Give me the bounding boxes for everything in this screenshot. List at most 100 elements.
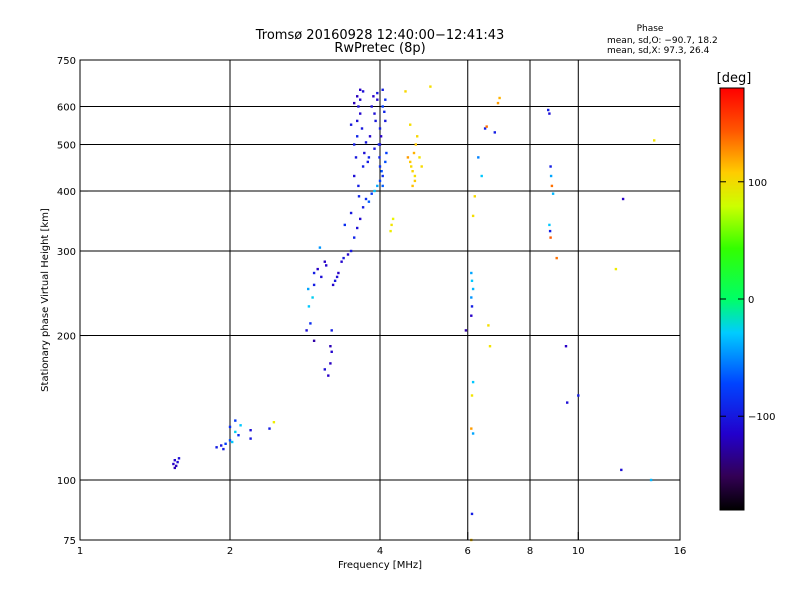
data-point xyxy=(311,296,314,299)
data-point xyxy=(349,123,353,126)
data-point xyxy=(410,165,413,168)
data-point xyxy=(356,226,359,230)
y-tick-label: 300 xyxy=(57,247,76,258)
data-point xyxy=(418,156,421,159)
x-axis-label: Frequency [MHz] xyxy=(338,560,422,571)
colorbar-tick-label: 100 xyxy=(748,178,767,189)
data-point xyxy=(549,174,553,178)
data-point xyxy=(548,112,551,115)
data-point xyxy=(390,223,393,227)
data-point xyxy=(416,135,419,138)
data-point xyxy=(323,368,326,371)
data-point xyxy=(367,156,371,159)
data-point xyxy=(404,90,407,93)
data-point xyxy=(470,305,474,308)
y-tick-label: 100 xyxy=(57,476,76,487)
data-point xyxy=(357,195,361,198)
data-point xyxy=(412,151,416,155)
data-point xyxy=(621,197,625,201)
data-point xyxy=(249,429,252,432)
data-point xyxy=(360,127,364,130)
data-point xyxy=(473,195,476,198)
axis-ticks: 1 2 4 6 8 10 16 75 100 200 300 400 500 600 750 xyxy=(57,56,686,557)
x-tick-label: 6 xyxy=(465,546,471,557)
x-tick-label: 16 xyxy=(674,546,687,557)
data-point xyxy=(373,147,376,150)
data-point xyxy=(487,324,490,327)
data-point xyxy=(307,287,310,291)
data-points xyxy=(172,85,656,542)
data-point xyxy=(215,446,218,449)
data-point xyxy=(406,156,410,159)
data-point xyxy=(354,156,358,159)
data-point xyxy=(411,184,414,188)
data-point xyxy=(272,421,276,424)
data-point xyxy=(374,119,377,123)
data-point xyxy=(372,95,375,98)
data-point xyxy=(378,127,382,130)
data-point xyxy=(470,512,474,516)
x-tick-label: 1 xyxy=(77,546,83,557)
data-point xyxy=(376,98,379,101)
data-point xyxy=(359,217,362,221)
data-point xyxy=(413,174,417,178)
data-point xyxy=(471,432,475,435)
data-point xyxy=(548,229,552,233)
y-tick-label: 600 xyxy=(57,103,76,114)
data-point xyxy=(380,170,383,173)
data-point xyxy=(470,279,474,282)
data-point xyxy=(470,296,473,299)
data-point xyxy=(370,105,373,108)
data-point xyxy=(391,217,395,221)
data-point xyxy=(373,189,376,193)
data-point xyxy=(353,174,356,178)
y-axis-label: Stationary phase Virtual Height [km] xyxy=(40,208,51,392)
data-point xyxy=(177,457,181,460)
data-point xyxy=(649,478,653,482)
data-point xyxy=(325,264,328,267)
data-point xyxy=(471,214,475,218)
data-point xyxy=(364,141,368,144)
data-point xyxy=(547,108,550,112)
data-point xyxy=(381,184,384,188)
colorbar-ticks: 100 0 −100 xyxy=(720,178,775,423)
colorbar-tick-label: 0 xyxy=(748,295,754,306)
chart-subtitle: RwPretec (8p) xyxy=(334,41,425,56)
data-point xyxy=(496,101,500,105)
data-point xyxy=(222,447,225,451)
data-point xyxy=(330,329,333,332)
data-point xyxy=(234,419,237,422)
data-point xyxy=(414,143,417,146)
data-point xyxy=(342,256,345,260)
y-tick-label: 200 xyxy=(57,332,76,343)
data-point xyxy=(549,165,552,168)
data-point xyxy=(224,442,227,445)
data-point xyxy=(357,105,360,108)
data-point xyxy=(359,88,362,91)
data-point xyxy=(220,444,223,447)
data-point xyxy=(389,229,392,233)
chart-title: Tromsø 20160928 12:40:00−12:41:43 xyxy=(255,28,505,43)
data-point xyxy=(307,305,311,308)
data-point xyxy=(383,110,386,113)
data-point xyxy=(376,184,379,188)
data-point xyxy=(305,329,308,332)
data-point xyxy=(577,394,580,397)
data-point xyxy=(381,105,384,108)
phase-heading: Phase xyxy=(637,24,664,34)
data-point xyxy=(228,425,232,429)
phase-o-line: mean, sd,O: −90.7, 18.2 xyxy=(607,36,718,46)
data-point xyxy=(551,192,555,195)
data-point xyxy=(356,119,359,123)
data-point xyxy=(323,260,326,263)
data-point xyxy=(309,322,312,325)
data-point xyxy=(564,345,568,348)
data-point xyxy=(349,211,353,215)
data-point xyxy=(409,160,412,164)
data-point xyxy=(363,151,366,155)
data-point xyxy=(249,437,252,440)
data-point xyxy=(480,174,483,178)
data-point xyxy=(367,200,371,203)
data-point xyxy=(320,275,323,279)
data-point xyxy=(335,275,339,279)
